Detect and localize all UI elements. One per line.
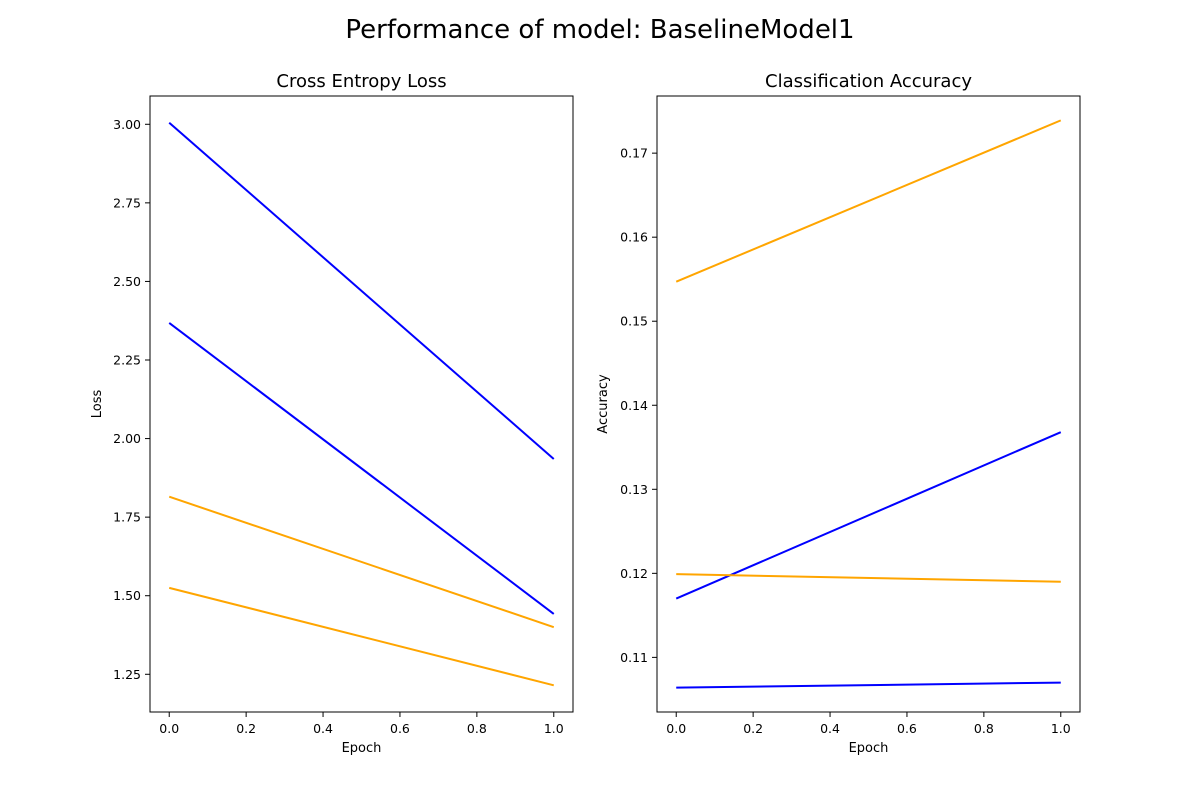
y-tick-label-1-5: 0.16 (620, 230, 648, 245)
y-tick-label-0-0: 1.25 (113, 667, 141, 682)
axes-frame-1 (656, 95, 1081, 713)
series-line-1-1 (675, 431, 1062, 600)
y-tick-label-1-2: 0.13 (620, 482, 648, 497)
x-tick-label-1-2: 0.4 (820, 721, 840, 736)
x-axis-label-0: Epoch (342, 741, 382, 756)
series-line-1-0 (675, 119, 1062, 283)
y-tick-label-1-4: 0.15 (620, 314, 648, 329)
x-tick-label-1-0: 0.0 (666, 721, 686, 736)
axes-title-1: Classification Accuracy (765, 71, 972, 92)
series-line-1-2 (676, 573, 1061, 583)
x-axis-label-1: Epoch (849, 741, 889, 756)
y-tick-label-0-6: 2.75 (113, 195, 141, 210)
x-tick-label-0-0: 0.0 (159, 721, 179, 736)
y-axis-label-0: Loss (90, 390, 105, 419)
series-line-0-2 (168, 495, 555, 629)
y-tick-label-0-1: 1.50 (113, 588, 141, 603)
series-line-0-1 (168, 322, 555, 615)
figure-suptitle: Performance of model: BaselineModel1 (345, 15, 854, 45)
y-tick-label-0-3: 2.00 (113, 431, 141, 446)
axes-frame-0 (149, 95, 574, 713)
y-tick-label-0-2: 1.75 (113, 510, 141, 525)
x-tick-label-1-4: 0.8 (974, 721, 994, 736)
x-tick-label-1-5: 1.0 (1051, 721, 1071, 736)
x-tick-label-1-3: 0.6 (897, 721, 917, 736)
y-tick-label-1-6: 0.17 (620, 146, 648, 161)
x-tick-label-0-5: 1.0 (544, 721, 564, 736)
y-tick-label-0-4: 2.25 (113, 353, 141, 368)
series-line-0-3 (168, 586, 555, 687)
y-tick-label-0-5: 2.50 (113, 274, 141, 289)
x-tick-label-0-2: 0.4 (313, 721, 333, 736)
y-tick-label-0-7: 3.00 (113, 117, 141, 132)
x-tick-label-0-3: 0.6 (390, 721, 410, 736)
y-tick-label-1-0: 0.11 (620, 650, 648, 665)
y-tick-label-1-1: 0.12 (620, 566, 648, 581)
y-axis-label-1: Accuracy (596, 374, 611, 434)
series-line-0-0 (168, 121, 555, 460)
axes-title-0: Cross Entropy Loss (276, 71, 446, 92)
series-line-1-3 (676, 681, 1061, 689)
x-tick-label-0-4: 0.8 (467, 721, 487, 736)
x-tick-label-0-1: 0.2 (236, 721, 256, 736)
y-tick-label-1-3: 0.14 (620, 398, 648, 413)
x-tick-label-1-1: 0.2 (743, 721, 763, 736)
